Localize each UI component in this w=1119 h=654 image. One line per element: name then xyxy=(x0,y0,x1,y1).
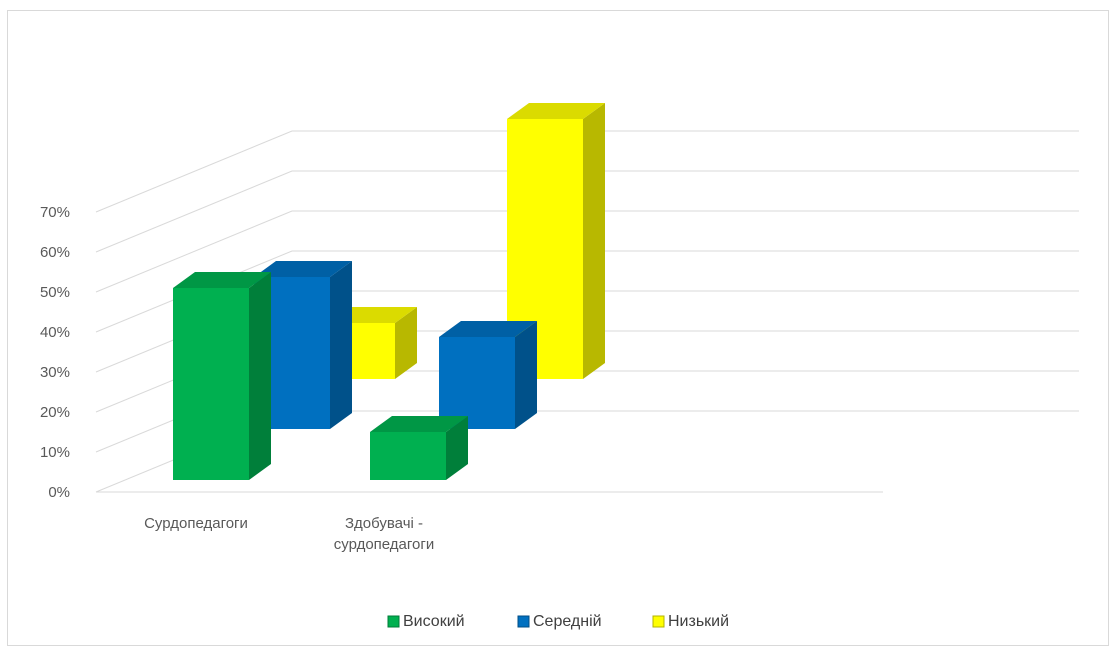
legend-swatch xyxy=(652,615,665,628)
gridline xyxy=(95,210,1079,293)
chart-svg: 0% 10% 20% 30% 40% 50% 60% 70% Сурдопедагоги Здоб… xyxy=(40,103,1079,630)
y-tick-label: 10% xyxy=(40,444,70,461)
chart-bars xyxy=(173,103,605,480)
y-tick-label: 70% xyxy=(40,204,70,221)
bar-top xyxy=(370,416,468,432)
bar-top xyxy=(173,272,271,288)
legend-label: Високий xyxy=(403,613,465,630)
legend-swatch xyxy=(517,615,530,628)
y-tick-label: 60% xyxy=(40,244,70,261)
legend-item: Низький xyxy=(652,613,729,630)
y-tick-label: 30% xyxy=(40,364,70,381)
bar-side xyxy=(446,416,468,480)
bar-side xyxy=(249,272,271,480)
y-tick-label: 50% xyxy=(40,284,70,301)
legend-label: Середній xyxy=(533,613,602,630)
legend-item: Середній xyxy=(517,613,602,630)
chart-labels: 0% 10% 20% 30% 40% 50% 60% 70% Сурдопедагоги Здоб… xyxy=(40,204,434,553)
legend-swatch xyxy=(387,615,400,628)
gridline xyxy=(95,170,1079,253)
bar-top xyxy=(439,321,537,337)
bar-top xyxy=(507,103,605,119)
legend-label: Низький xyxy=(668,613,729,630)
x-tick-label: Здобувачі -сурдопедагоги xyxy=(334,515,435,553)
y-tick-label: 20% xyxy=(40,404,70,421)
bar xyxy=(439,321,537,429)
gridline xyxy=(95,250,1079,333)
bar-front xyxy=(173,288,249,480)
bar-top xyxy=(254,261,352,277)
y-tick-label: 0% xyxy=(48,484,70,501)
chart-legend: Високий Середній Низький xyxy=(387,613,729,630)
bar-side xyxy=(395,307,417,379)
bar-side xyxy=(583,103,605,379)
gridline xyxy=(95,130,1079,213)
bar xyxy=(173,272,271,480)
bar-front xyxy=(439,337,515,429)
bar xyxy=(370,416,468,480)
y-tick-label: 40% xyxy=(40,324,70,341)
chart-container: 0% 10% 20% 30% 40% 50% 60% 70% Сурдопедагоги Здоб… xyxy=(7,10,1109,646)
bar-side xyxy=(515,321,537,429)
bar-front xyxy=(370,432,446,480)
legend-item: Високий xyxy=(387,613,465,630)
bar-side xyxy=(330,261,352,429)
x-tick-label: Сурдопедагоги xyxy=(144,515,248,532)
chart-walls xyxy=(95,130,1079,493)
